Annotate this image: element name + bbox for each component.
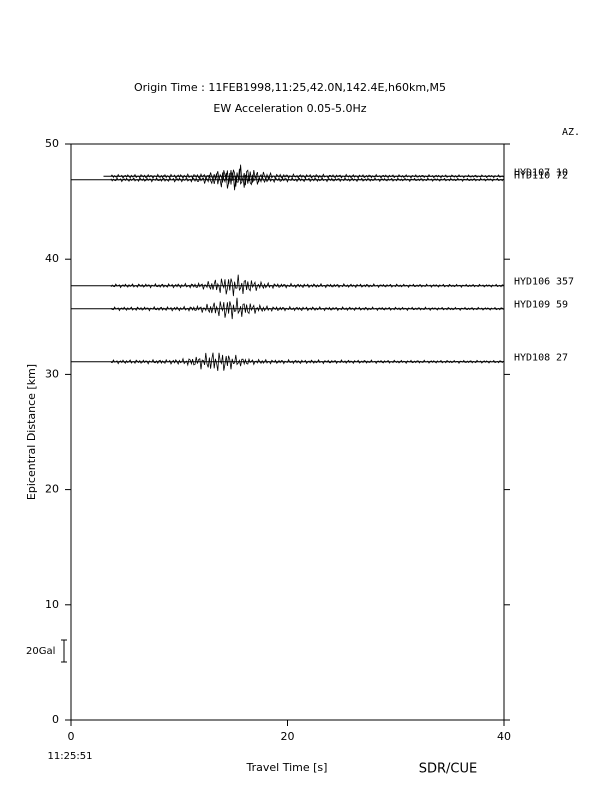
waveform [110,297,504,320]
azimuth-label: 357 [556,277,574,288]
y-tick-label: 0 [52,713,59,726]
x-axis-label: Travel Time [s] [246,761,328,774]
chart-subtitle: EW Acceleration 0.05-5.0Hz [213,102,366,115]
azimuth-label: 10 [556,167,568,178]
y-axis-label: Epicentral Distance [km] [25,364,38,500]
y-tick-label: 30 [45,367,59,380]
station-label: HYD110 [514,171,550,182]
waveform [110,352,504,371]
azimuth-header: AZ. [562,127,580,138]
waveform [110,274,504,297]
station-label: HYD109 [514,300,550,311]
y-tick-label: 10 [45,598,59,611]
chart-title: Origin Time : 11FEB1998,11:25,42.0N,142.… [134,81,446,94]
origin-time-label: 11:25:51 [48,751,93,762]
footer-label: SDR/CUE [419,762,477,777]
azimuth-label: 72 [556,171,568,182]
y-tick-label: 50 [45,137,59,150]
azimuth-label: 59 [556,300,568,311]
station-label: HYD108 [514,353,550,364]
waveform [110,164,504,187]
x-tick-label: 0 [68,730,75,743]
station-label: HYD106 [514,277,550,288]
y-tick-label: 20 [45,483,59,496]
x-tick-label: 40 [497,730,511,743]
y-tick-label: 40 [45,252,59,265]
azimuth-label: 27 [556,353,568,364]
x-tick-label: 20 [281,730,295,743]
plot-frame [70,143,505,721]
waveform [110,168,504,191]
station-label: HYD107 [514,167,550,178]
scale-label: 20Gal [26,646,55,657]
